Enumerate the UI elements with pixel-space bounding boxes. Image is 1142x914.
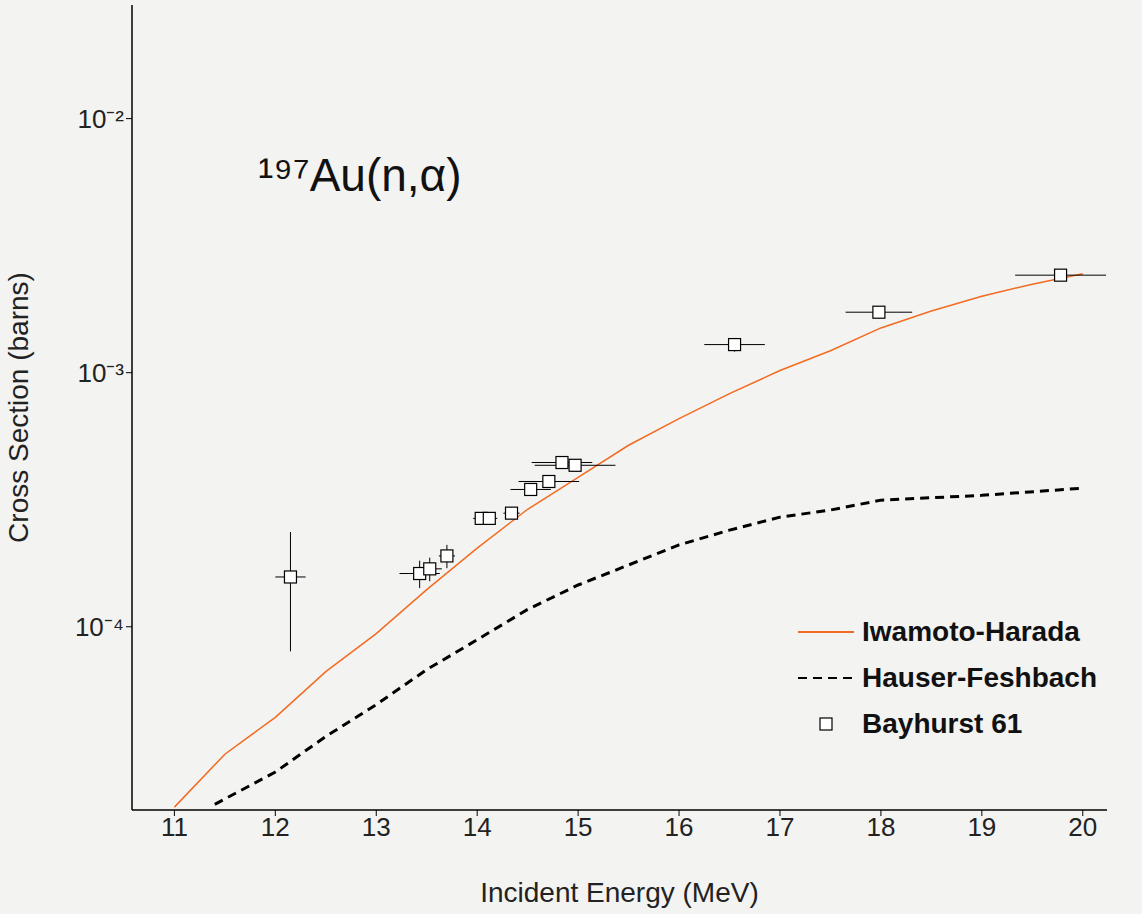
svg-text:15: 15 xyxy=(564,812,593,842)
svg-text:14: 14 xyxy=(463,812,492,842)
svg-text:18: 18 xyxy=(866,812,895,842)
svg-text:Cross Section (barns): Cross Section (barns) xyxy=(3,272,34,543)
html-text:Hauser-Feshbach: Hauser-Feshbach xyxy=(862,662,1097,693)
svg-text:17: 17 xyxy=(766,812,795,842)
svg-text:16: 16 xyxy=(665,812,694,842)
svg-text:20: 20 xyxy=(1068,812,1097,842)
html-text:¹⁹⁷Au(n,α): ¹⁹⁷Au(n,α) xyxy=(258,149,462,201)
svg-text:19: 19 xyxy=(967,812,996,842)
html-text:Iwamoto-Harada: Iwamoto-Harada xyxy=(862,616,1080,647)
html-text:Bayhurst 61: Bayhurst 61 xyxy=(862,708,1023,739)
svg-text:13: 13 xyxy=(362,812,391,842)
svg-text:Incident Energy (MeV): Incident Energy (MeV) xyxy=(480,877,759,908)
svg-text:10⁻⁴: 10⁻⁴ xyxy=(75,612,124,642)
svg-text:10⁻³: 10⁻³ xyxy=(77,358,124,388)
svg-text:12: 12 xyxy=(261,812,290,842)
svg-text:11: 11 xyxy=(161,812,188,842)
svg-text:10⁻²: 10⁻² xyxy=(77,104,124,134)
